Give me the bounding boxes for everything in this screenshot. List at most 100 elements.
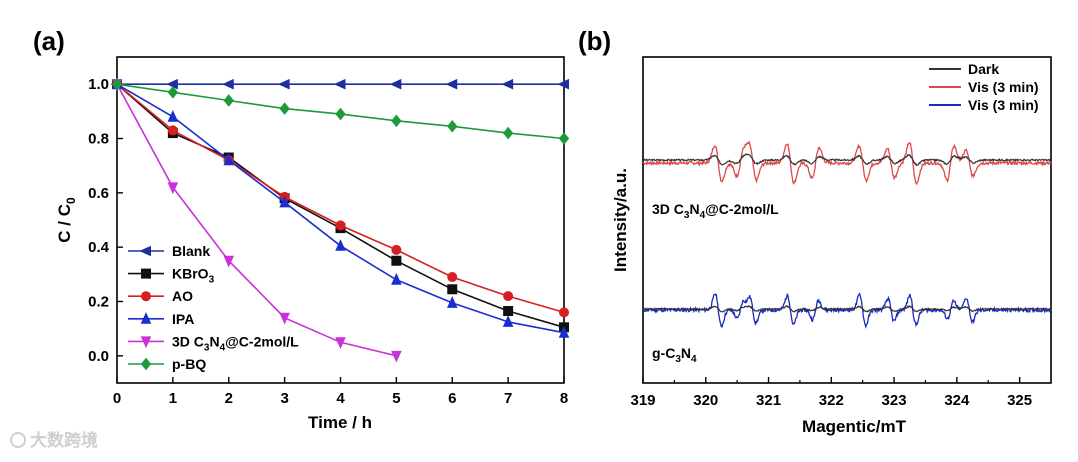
plot-a-ylabel-main: C / C bbox=[55, 204, 74, 243]
legend-marker bbox=[140, 312, 152, 324]
data-point-blank bbox=[501, 78, 514, 90]
legend-marker bbox=[140, 357, 152, 371]
data-point-blank bbox=[333, 78, 346, 90]
data-point-p-bq bbox=[111, 77, 123, 91]
data-point-ao bbox=[447, 272, 458, 283]
data-point-p-bq bbox=[502, 126, 514, 140]
plot-a-ytick-label: 0.2 bbox=[88, 294, 109, 311]
plot-b-legend: Dark Vis (3 min) Vis (3 min) bbox=[929, 61, 1039, 113]
data-point-blank bbox=[277, 78, 290, 90]
plot-b-frame bbox=[642, 56, 1052, 384]
data-point-ao bbox=[335, 220, 346, 231]
data-point-kbro3 bbox=[447, 284, 458, 295]
legend-label: 3D C3N4@C-2mol/L bbox=[172, 333, 299, 353]
legend-marker bbox=[141, 291, 151, 302]
data-point-p-bq bbox=[279, 102, 290, 115]
legend-marker bbox=[140, 336, 152, 349]
data-point-ipa bbox=[446, 296, 458, 308]
data-point-kbro3 bbox=[391, 255, 402, 266]
legend-label: KBrO3 bbox=[172, 266, 215, 286]
panel-a-label: (a) bbox=[33, 26, 65, 56]
data-point-ipa bbox=[167, 110, 179, 122]
plot-a-ticks: 0 1 2 3 4 5 6 7 8 0.0 0.2 0.4 0.6 0.8 1.0 bbox=[88, 76, 568, 407]
data-point-blank bbox=[389, 78, 402, 90]
watermark-logo-icon bbox=[10, 432, 26, 448]
legend-label: Vis (3 min) bbox=[968, 79, 1039, 95]
plot-b-xtick-label: 324 bbox=[944, 392, 970, 409]
data-point-p-bq bbox=[447, 119, 458, 133]
data-point-p-bq bbox=[391, 114, 402, 128]
data-point-3d-c3n4-c-2mol-l bbox=[167, 182, 179, 195]
plot-b-curves bbox=[642, 140, 1052, 329]
plot-a-xtick-label: 7 bbox=[504, 390, 512, 407]
plot-b-xtick-label: 322 bbox=[819, 392, 844, 409]
plot-b-xtick-label: 319 bbox=[630, 392, 655, 409]
data-point-p-bq bbox=[167, 86, 179, 99]
legend-label: IPA bbox=[172, 311, 194, 327]
legend-marker bbox=[141, 268, 151, 279]
watermark: 大数跨境 bbox=[10, 430, 98, 450]
data-point-p-bq bbox=[223, 94, 234, 107]
series-blank bbox=[110, 78, 569, 90]
plot-a-xlabel: Time / h bbox=[308, 413, 372, 432]
annotation-3d-c3n4: 3D C3N4@C-2mol/L bbox=[652, 201, 779, 221]
plot-b-ylabel: Intensity/a.u. bbox=[611, 168, 630, 272]
plot-a-ytick-label: 0.4 bbox=[88, 239, 110, 256]
plot-a-xtick-label: 8 bbox=[560, 390, 568, 407]
legend-item-ipa: IPA bbox=[128, 311, 194, 327]
plot-b-xtick-label: 325 bbox=[1007, 392, 1032, 409]
legend-item-b-2: Vis (3 min) bbox=[929, 97, 1039, 113]
legend-item-kbro3: KBrO3 bbox=[128, 266, 215, 286]
plot-b-xtick-label: 321 bbox=[756, 392, 781, 409]
legend-item-3d-c3n4-c-2mol-l: 3D C3N4@C-2mol/L bbox=[128, 333, 299, 353]
plot-a-xtick-label: 6 bbox=[448, 390, 456, 407]
data-point-ao bbox=[167, 125, 178, 136]
plot-a-xtick-label: 3 bbox=[280, 390, 288, 407]
data-point-ipa bbox=[223, 153, 235, 166]
plot-a-xtick-label: 0 bbox=[113, 390, 121, 407]
series-ipa bbox=[111, 77, 570, 338]
plot-a-xtick-label: 1 bbox=[169, 390, 177, 407]
data-point-p-bq bbox=[558, 132, 570, 145]
data-point-blank bbox=[557, 78, 569, 90]
plot-b-xlabel: Magentic/mT bbox=[802, 417, 907, 436]
legend-item-blank: Blank bbox=[128, 243, 210, 259]
curves-3d-c3n4 bbox=[642, 140, 1052, 186]
series-line-3d-c3n4-c-2mol-l bbox=[116, 83, 397, 357]
plot-a-xtick-label: 2 bbox=[225, 390, 233, 407]
legend-marker bbox=[139, 245, 151, 257]
data-point-ipa bbox=[391, 273, 402, 285]
plot-a-ylabel-sub: 0 bbox=[64, 197, 78, 204]
data-point-blank bbox=[222, 78, 234, 90]
data-point-ipa bbox=[558, 326, 570, 338]
plot-b-xtick-label: 323 bbox=[882, 392, 907, 409]
data-point-ipa bbox=[279, 195, 290, 208]
series-p-bq bbox=[111, 77, 570, 145]
curve-dark-g-c3n4 bbox=[642, 305, 1052, 313]
data-point-ao bbox=[559, 307, 569, 318]
curve-vis-3d-c3n4 bbox=[642, 140, 1052, 186]
data-point-ao bbox=[391, 244, 402, 255]
legend-label: Blank bbox=[172, 243, 210, 259]
plot-a-ytick-label: 0.8 bbox=[88, 131, 109, 148]
plot-a-xtick-label: 4 bbox=[336, 390, 345, 407]
plot-a-ylabel: C / C0 bbox=[55, 197, 78, 243]
annotation-g-c3n4: g-C3N4 bbox=[652, 345, 697, 365]
legend-item-p-bq: p-BQ bbox=[128, 356, 206, 372]
data-point-3d-c3n4-c-2mol-l bbox=[279, 312, 290, 325]
data-point-blank bbox=[445, 78, 458, 90]
watermark-text: 大数跨境 bbox=[30, 430, 98, 450]
plot-a-series bbox=[110, 77, 570, 363]
legend-label: p-BQ bbox=[172, 356, 206, 372]
plot-a-xtick-label: 5 bbox=[392, 390, 400, 407]
curves-g-c3n4 bbox=[642, 292, 1052, 329]
data-point-3d-c3n4-c-2mol-l bbox=[335, 337, 346, 349]
series-3d-c3n4-c-2mol-l bbox=[111, 79, 402, 363]
data-point-ipa bbox=[335, 239, 346, 251]
data-point-p-bq bbox=[335, 107, 346, 121]
legend-item-ao: AO bbox=[128, 288, 193, 304]
plot-a-ytick-label: 0.0 bbox=[88, 348, 109, 365]
panel-b-label: (b) bbox=[578, 26, 611, 56]
curve-vis-g-c3n4 bbox=[642, 292, 1052, 329]
